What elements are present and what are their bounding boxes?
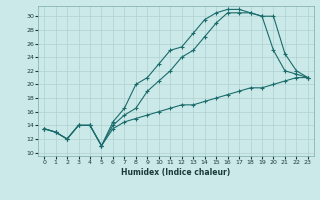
- X-axis label: Humidex (Indice chaleur): Humidex (Indice chaleur): [121, 168, 231, 177]
